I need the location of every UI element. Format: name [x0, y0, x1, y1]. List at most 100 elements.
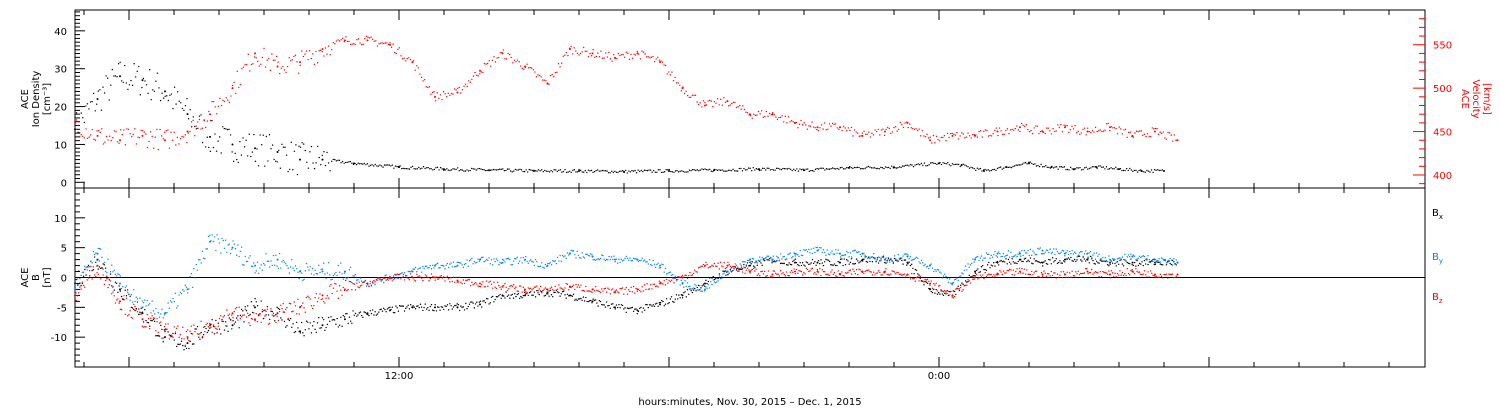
data-point: [450, 305, 452, 307]
data-point: [522, 256, 525, 259]
data-point: [157, 311, 159, 314]
data-point: [767, 255, 770, 257]
data-point: [1114, 262, 1116, 265]
data-point: [217, 140, 219, 142]
data-point: [524, 294, 526, 297]
data-point: [156, 72, 159, 74]
data-point: [1099, 258, 1102, 260]
data-point: [164, 90, 166, 93]
data-point: [526, 291, 528, 294]
data-point: [114, 281, 117, 283]
data-point: [1097, 272, 1099, 274]
left-y-tick-label: 0: [61, 178, 67, 189]
data-point: [749, 167, 751, 170]
data-point: [532, 288, 534, 290]
data-point: [580, 257, 582, 259]
data-point: [237, 244, 239, 246]
data-point: [1080, 169, 1083, 171]
data-point: [231, 143, 234, 146]
data-point: [1150, 135, 1152, 138]
data-point: [1099, 129, 1102, 131]
data-point: [1071, 168, 1073, 170]
data-point: [984, 257, 986, 259]
data-point: [398, 273, 401, 276]
data-point: [365, 282, 368, 285]
data-point: [743, 263, 745, 266]
data-point: [247, 53, 249, 55]
data-point: [1148, 276, 1151, 278]
data-point: [996, 167, 999, 170]
data-point: [387, 277, 390, 279]
data-point: [1010, 263, 1012, 265]
data-point: [514, 168, 516, 171]
data-point: [808, 248, 810, 251]
data-point: [1118, 168, 1120, 170]
data-point: [1001, 273, 1004, 276]
data-point: [875, 261, 877, 263]
data-point: [637, 260, 640, 263]
data-point: [936, 268, 939, 271]
data-point: [1050, 133, 1053, 135]
left-y-axis-label: ACE: [20, 89, 31, 109]
data-point: [224, 239, 227, 241]
data-point: [438, 169, 440, 171]
data-point: [82, 275, 85, 278]
data-point: [129, 299, 131, 302]
data-point: [1106, 273, 1109, 276]
data-point: [414, 69, 416, 71]
data-point: [1131, 135, 1133, 138]
data-point: [729, 104, 731, 106]
data-point: [401, 167, 403, 170]
data-point: [360, 284, 363, 286]
data-point: [550, 169, 552, 172]
data-point: [561, 171, 563, 173]
data-point: [287, 267, 289, 269]
data-point: [797, 272, 799, 275]
data-point: [533, 169, 535, 172]
data-point: [690, 169, 692, 172]
data-point: [1028, 260, 1030, 263]
data-point: [477, 75, 479, 77]
data-point: [500, 262, 502, 265]
data-point: [779, 262, 782, 265]
data-point: [274, 59, 276, 61]
data-point: [572, 284, 575, 286]
data-point: [168, 307, 171, 310]
data-point: [609, 259, 612, 261]
data-point: [988, 273, 990, 275]
data-point: [919, 262, 921, 264]
data-point: [718, 268, 721, 270]
data-point: [614, 258, 616, 261]
data-point: [420, 277, 423, 279]
data-point: [218, 242, 221, 244]
data-point: [629, 307, 631, 310]
data-point: [784, 115, 787, 118]
data-point: [832, 253, 834, 255]
data-point: [872, 167, 874, 169]
data-point: [316, 273, 319, 275]
data-point: [318, 264, 320, 267]
data-point: [539, 265, 542, 268]
data-point: [144, 299, 146, 301]
data-point: [348, 269, 351, 271]
data-point: [511, 293, 514, 296]
data-point: [279, 72, 281, 75]
data-point: [160, 135, 163, 137]
data-point: [986, 274, 989, 276]
data-point: [597, 305, 599, 307]
data-point: [746, 267, 749, 269]
data-point: [499, 52, 501, 54]
data-point: [663, 64, 665, 66]
data-point: [775, 272, 777, 275]
data-point: [855, 166, 857, 169]
data-point: [895, 273, 897, 275]
data-point: [1052, 127, 1054, 130]
data-point: [512, 297, 515, 299]
data-point: [985, 169, 988, 171]
data-point: [97, 129, 100, 132]
data-point: [1087, 127, 1089, 129]
data-point: [545, 170, 548, 172]
data-point: [198, 259, 200, 261]
data-point: [877, 262, 880, 264]
data-point: [982, 264, 984, 267]
